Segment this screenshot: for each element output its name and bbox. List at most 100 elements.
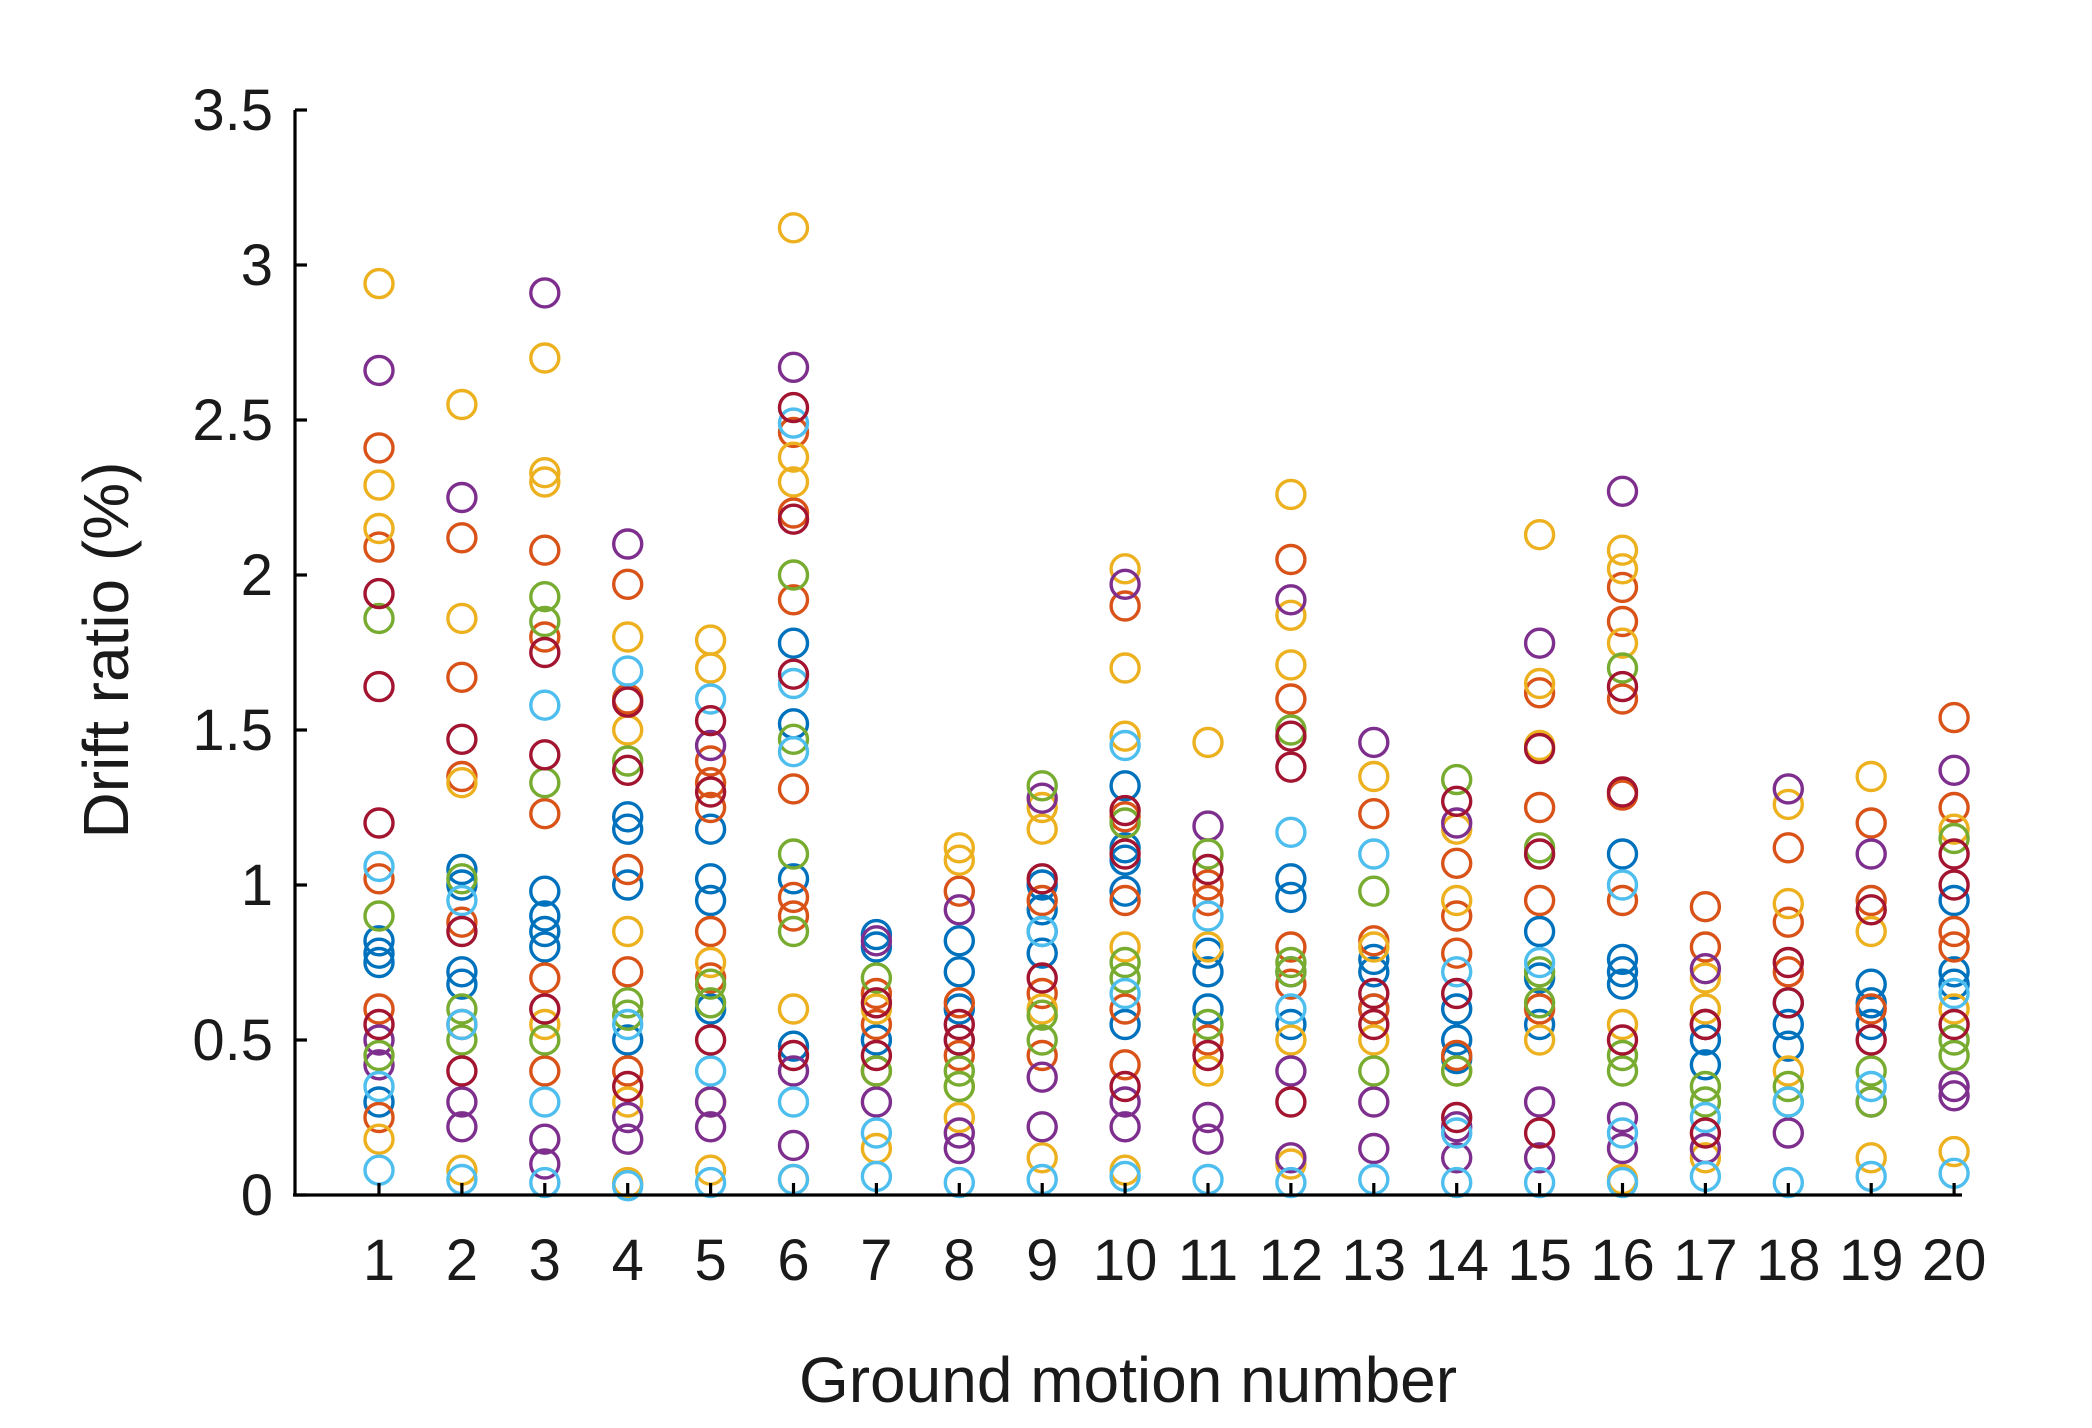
data-point: [1938, 822, 1970, 855]
data-point: [1938, 1070, 1970, 1103]
data-point: [1855, 968, 1887, 1000]
data-point: [1109, 884, 1141, 917]
series-2: [363, 416, 1970, 1134]
data-point: [777, 993, 810, 1025]
data-point: [1026, 1142, 1058, 1174]
data-point: [1440, 1039, 1473, 1072]
data-point: [1772, 832, 1805, 864]
data-point: [860, 1024, 893, 1056]
data-point: [694, 1024, 727, 1056]
data-point: [1855, 838, 1887, 870]
data-point: [612, 655, 644, 687]
data-point: [1275, 584, 1307, 616]
data-point: [1689, 1049, 1722, 1081]
data-point: [446, 723, 478, 755]
data-point: [860, 1055, 893, 1087]
data-point: [1772, 987, 1805, 1019]
data-point: [943, 1132, 975, 1165]
data-point: [1026, 791, 1058, 824]
data-point: [1275, 751, 1307, 783]
data-point: [943, 832, 975, 864]
data-point: [446, 1008, 478, 1041]
data-point: [1275, 931, 1307, 963]
data-point: [529, 621, 561, 653]
data-point: [612, 714, 644, 746]
data-point: [1275, 881, 1307, 914]
data-point: [363, 1008, 395, 1041]
data-point: [860, 977, 893, 1010]
data-point: [777, 466, 810, 498]
data-point: [860, 925, 893, 957]
data-point: [1523, 946, 1556, 979]
data-point: [363, 925, 395, 957]
x-tick-label: 12: [1259, 1228, 1324, 1293]
data-point: [1192, 1101, 1224, 1134]
data-point: [1192, 993, 1224, 1025]
data-point: [1275, 863, 1307, 895]
data-point: [694, 767, 727, 799]
data-point: [612, 915, 644, 948]
data-point: [1689, 1101, 1722, 1134]
data-point: [1109, 720, 1141, 752]
data-point: [1358, 943, 1390, 976]
data-point: [529, 993, 561, 1025]
data-point: [1192, 1039, 1224, 1072]
data-point: [446, 760, 478, 793]
x-tick-label: 17: [1673, 1228, 1738, 1293]
data-point: [1523, 956, 1556, 988]
data-point: [529, 915, 561, 948]
data-point: [1606, 553, 1639, 585]
data-point: [1606, 1132, 1639, 1165]
data-point: [777, 212, 810, 244]
data-point: [529, 962, 561, 994]
y-tick-label: 1.5: [192, 698, 273, 763]
y-tick-label: 3: [241, 233, 273, 298]
data-point: [1606, 683, 1639, 715]
data-point: [777, 736, 810, 768]
data-point: [1275, 714, 1307, 746]
data-point: [1938, 977, 1970, 1010]
data-point: [446, 1111, 478, 1143]
x-tick-label: 20: [1922, 1228, 1987, 1293]
data-point: [1440, 763, 1473, 796]
data-point: [612, 621, 644, 653]
data-point: [1689, 1008, 1722, 1041]
data-point: [363, 267, 395, 300]
data-point: [1026, 962, 1058, 994]
data-point: [777, 881, 810, 914]
data-point: [1440, 1117, 1473, 1149]
data-point: [529, 581, 561, 613]
data-point: [1689, 931, 1722, 963]
data-point: [694, 776, 727, 808]
data-point: [529, 342, 561, 374]
data-point: [943, 844, 975, 876]
data-point: [1440, 1101, 1473, 1134]
data-point: [1358, 977, 1390, 1010]
data-point: [1109, 807, 1141, 839]
data-point: [612, 1123, 644, 1155]
data-point: [1026, 884, 1058, 917]
data-point: [1275, 543, 1307, 576]
x-tick-label: 5: [694, 1228, 726, 1293]
data-point: [1938, 701, 1970, 734]
data-point: [1192, 1008, 1224, 1041]
data-point: [1606, 1117, 1639, 1149]
data-point: [363, 807, 395, 839]
data-point: [1938, 915, 1970, 948]
data-point: [529, 1123, 561, 1155]
data-point: [1275, 683, 1307, 715]
data-point: [1523, 838, 1556, 870]
data-point: [612, 1024, 644, 1056]
data-point: [1192, 1055, 1224, 1087]
data-point: [446, 915, 478, 948]
data-point: [363, 1070, 395, 1103]
data-point: [694, 652, 727, 684]
series-6: [363, 407, 1970, 1202]
data-point: [1358, 726, 1390, 759]
data-point: [1606, 605, 1639, 638]
data-point: [446, 906, 478, 938]
data-point: [446, 1024, 478, 1056]
data-point: [1772, 1086, 1805, 1118]
data-point: [1772, 1070, 1805, 1103]
data-point: [1440, 785, 1473, 817]
